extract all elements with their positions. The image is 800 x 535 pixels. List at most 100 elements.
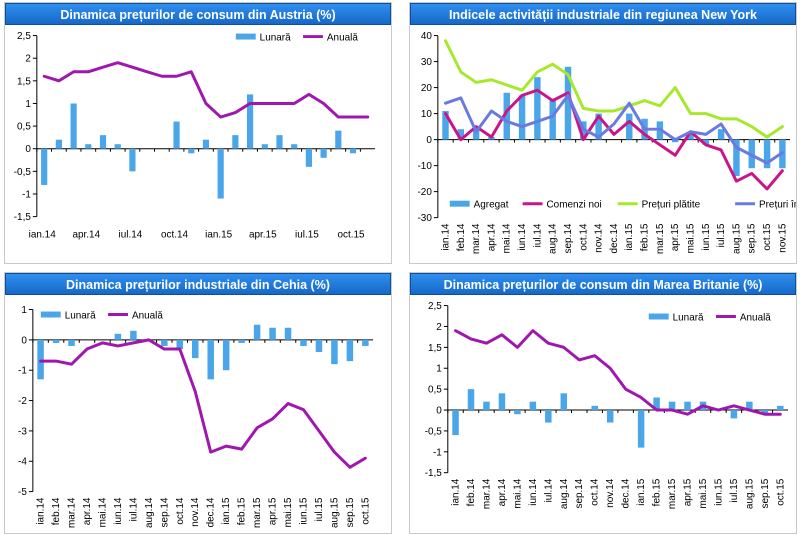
- legend-label-anuala: Anuală: [132, 311, 163, 322]
- bar-agregat-iul-14: [534, 77, 541, 140]
- bar-agregat-iun-14: [518, 95, 526, 140]
- legend-label-anuala: Anuală: [327, 33, 358, 44]
- y-tick-label: -30: [418, 213, 433, 224]
- x-tick-label: apr.14: [486, 223, 497, 251]
- bar-lunara-iun-14: [114, 333, 122, 340]
- bar-lunara-sep-14: [161, 339, 168, 346]
- y-tick-label: -1: [22, 189, 31, 200]
- y-tick-label: 1: [25, 99, 31, 110]
- x-tick-label: sep.15: [345, 497, 356, 527]
- bar-lunara-nov-14: [188, 148, 195, 154]
- x-tick-label: apr.15: [670, 223, 681, 251]
- x-tick-label: iul.14: [543, 478, 554, 502]
- bar-agregat-iun-15: [702, 139, 710, 145]
- y-tick-label: 2,5: [428, 301, 442, 312]
- x-tick-label: nov.14: [605, 478, 616, 508]
- bar-lunara-feb-14: [52, 339, 60, 343]
- x-tick-label: iul.14: [119, 230, 143, 241]
- line-preturi-platite: [444, 39, 784, 139]
- bar-lunara-feb-14: [55, 139, 62, 149]
- y-tick-label: -1,5: [425, 468, 443, 479]
- y-tick-label: 0: [21, 335, 27, 346]
- bar-lunara-aug-15: [746, 401, 753, 411]
- y-tick-label: 0,5: [17, 122, 31, 133]
- bar-lunara-mai-14: [514, 410, 521, 415]
- legend-label-lunara: Lunară: [65, 311, 96, 322]
- x-tick-label: oct.15: [337, 230, 365, 241]
- line-anuala: [42, 61, 370, 119]
- chart-panel-austria-cpi: Dinamica prețurilor de consum din Austri…: [4, 2, 392, 264]
- x-tick-label: mar.14: [471, 223, 482, 254]
- x-tick-label: ian.14: [440, 223, 451, 251]
- x-tick-label: oct.14: [590, 478, 601, 506]
- x-tick-label: apr.14: [82, 497, 93, 525]
- x-tick-label: iun.14: [517, 223, 528, 251]
- bar-lunara-mar-14: [68, 339, 75, 346]
- x-tick-label: feb.15: [640, 223, 651, 251]
- bar-lunara-oct-14: [591, 405, 598, 411]
- x-tick-label: apr.15: [268, 497, 279, 525]
- bar-agregat-ian-15: [626, 113, 633, 140]
- bar-lunara-sep-15: [335, 130, 342, 149]
- bar-lunara-iun-14: [114, 144, 121, 149]
- chart-title: Indicele activității industriale din reg…: [410, 3, 796, 25]
- legend-swatch-lunara: [648, 313, 669, 320]
- x-tick-label: iun.14: [528, 478, 539, 506]
- x-tick-label: iun.15: [701, 223, 712, 251]
- legend: Agregat Comenzi noi Prețuri plătite Prețuri…: [449, 200, 796, 211]
- chart-austria-cpi: 2,5 2 1,5 1 0,5 0 -0,5 -1 -1,5 ian.14 apr.14 iul.14…: [14, 31, 376, 241]
- y-tick-label: 30: [421, 57, 433, 68]
- x-tick-label: dec.14: [609, 223, 620, 253]
- y-tick-label: 40: [421, 31, 433, 42]
- x-tick-label: ian.15: [636, 478, 647, 506]
- x-tick-label: iul.15: [295, 230, 319, 241]
- bar-lunara-ian-15: [637, 410, 645, 448]
- bar-lunara-aug-15: [331, 339, 338, 365]
- line-anuala: [39, 338, 367, 469]
- bar-lunara-dec-14: [207, 339, 214, 380]
- chart-panel-new-york-industrial: Indicele activității industriale din reg…: [409, 2, 797, 264]
- x-tick-label: oct.14: [578, 223, 589, 251]
- y-tick-label: 10: [421, 109, 433, 120]
- x-tick-label: nov.15: [777, 223, 788, 253]
- bar-lunara-ian-14: [452, 410, 459, 436]
- y-tick-label: -4: [18, 457, 27, 468]
- bar-lunara-feb-15: [653, 397, 660, 411]
- x-tick-label: oct.15: [775, 478, 786, 506]
- x-tick-label: feb.14: [466, 478, 477, 506]
- y-tick-label: -1: [433, 447, 442, 458]
- bar-lunara-aug-15: [320, 148, 327, 158]
- bar-lunara-iun-15: [291, 144, 298, 149]
- bar-agregat-ian-14: [442, 110, 449, 140]
- bar-agregat-aug-15: [733, 139, 740, 177]
- x-tick-label: iun.14: [113, 497, 124, 525]
- x-tick-label: ian.14: [451, 478, 462, 506]
- x-tick-label: sep.14: [159, 497, 170, 527]
- bar-agregat-iul-15: [717, 129, 725, 140]
- x-tick-label: mar.15: [655, 223, 666, 254]
- legend: Lunară Anuală: [235, 33, 358, 44]
- x-tick-label: mai.15: [283, 497, 294, 527]
- bar-agregat-mai-14: [503, 92, 510, 140]
- y-tick-label: 0,5: [428, 385, 442, 396]
- x-tick-label: oct.15: [360, 497, 371, 525]
- bar-lunara-mar-15: [668, 401, 676, 411]
- y-tick-label: 0: [426, 135, 432, 146]
- bar-lunara-oct-14: [176, 339, 184, 349]
- x-tick-label: nov.14: [594, 223, 605, 253]
- bar-lunara-apr-15: [261, 144, 268, 149]
- y-tick-label: 1: [436, 364, 442, 375]
- legend-label-lunara: Lunară: [673, 312, 704, 323]
- x-tick-label: mar.15: [252, 497, 263, 528]
- legend: Lunară Anuală: [40, 311, 163, 322]
- line-preturi-incasate: [444, 93, 784, 165]
- y-tick-label: 1: [21, 305, 27, 316]
- bar-lunara-iul-14: [130, 330, 137, 340]
- y-tick-label: -2: [18, 396, 27, 407]
- bar-lunara-mai-15: [276, 135, 283, 149]
- chart-title: Dinamica prețurilor de consum din Austri…: [5, 3, 391, 25]
- bar-lunara-mar-15: [253, 324, 261, 340]
- x-tick-label: ian.15: [205, 230, 233, 241]
- x-tick-label: sep.15: [760, 478, 771, 508]
- bar-lunara-apr-14: [498, 393, 506, 411]
